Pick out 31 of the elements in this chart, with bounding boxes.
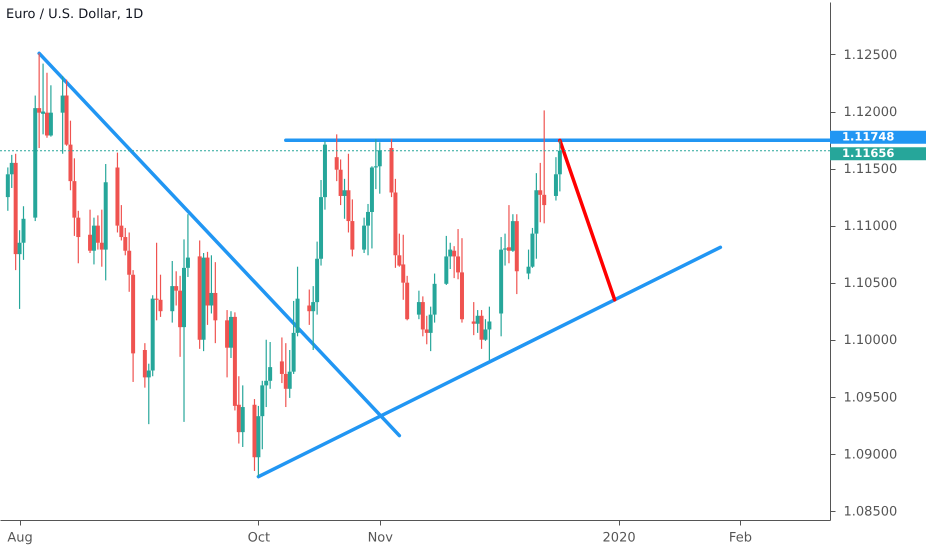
y-tick-label: 1.12000: [844, 105, 898, 120]
candlestick: [41, 63, 46, 135]
x-tick-label: Aug: [7, 530, 33, 546]
candlestick: [37, 52, 42, 149]
y-tick-label: 1.08500: [844, 504, 898, 520]
y-tick-label: 1.10500: [844, 276, 898, 292]
y-tick-label: 1.09000: [844, 447, 898, 462]
y-tick-label: 1.11000: [844, 219, 898, 234]
candlestick: [209, 254, 214, 314]
x-tick-label: Feb: [728, 530, 752, 546]
candlestick: [48, 84, 53, 138]
candlestick: [542, 110, 546, 224]
candlestick: [44, 72, 49, 138]
chart-title: Euro / U.S. Dollar, 1D: [6, 7, 144, 22]
x-tick-label: 2020: [602, 530, 636, 546]
x-tick-label: Nov: [368, 530, 394, 546]
candlestick: [480, 309, 484, 350]
y-tick-label: 1.09500: [844, 390, 898, 406]
y-tick-label: 1.11500: [844, 162, 898, 178]
candlestick: [88, 209, 92, 254]
candlestick: [487, 306, 492, 361]
candlestick: [342, 178, 347, 220]
candlestick: [472, 301, 476, 336]
annotation: 1.11748: [842, 129, 894, 144]
y-tick-label: 1.10000: [844, 333, 898, 348]
candlestick: [416, 290, 421, 320]
ref-line-label: 1.11656: [842, 146, 894, 160]
x-tick-label: Oct: [248, 530, 270, 546]
y-tick-label: 1.12500: [844, 48, 898, 63]
candlestick: [154, 242, 159, 321]
candlestick: [476, 309, 480, 334]
